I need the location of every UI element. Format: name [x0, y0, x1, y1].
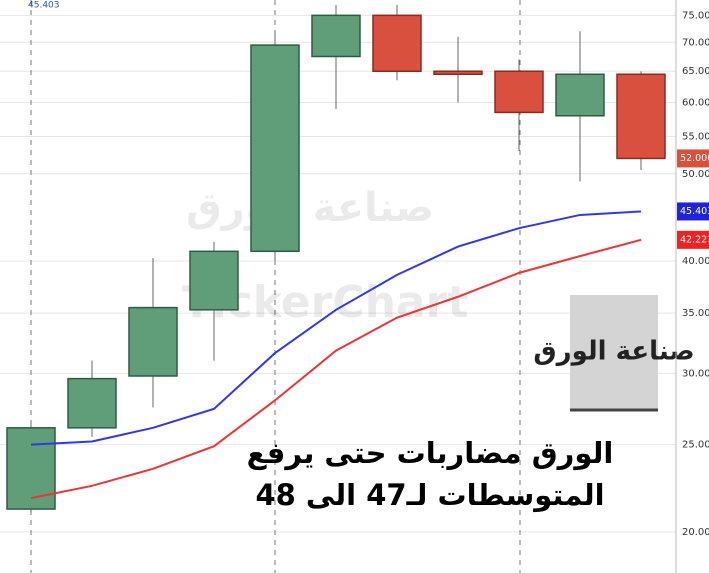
- candle-body: [67, 377, 117, 429]
- y-tick-label: 40.000: [682, 256, 709, 267]
- header-value: 45.403: [28, 1, 60, 11]
- candle-body: [6, 427, 56, 510]
- caption: الورق مضاربات حتى يرفع: [247, 436, 614, 470]
- y-tick-label: 30.000: [682, 368, 709, 379]
- y-tick-label: 60.000: [682, 98, 709, 109]
- price-badge: [677, 149, 709, 168]
- candle-body: [616, 73, 666, 160]
- price-badge-label: 42.223: [680, 234, 709, 245]
- y-tick-label: 65.000: [682, 66, 709, 77]
- watermark: صناعة الورق: [186, 185, 434, 231]
- price-badge-label: 45.403: [680, 206, 709, 217]
- price-badge: [677, 202, 709, 221]
- y-tick-label: 25.000: [682, 440, 709, 451]
- logo-box: [570, 295, 658, 411]
- plot: [6, 5, 666, 513]
- moving-average-line: [30, 210, 642, 446]
- candle-body: [128, 306, 178, 377]
- candle-body: [433, 70, 483, 76]
- y-tick-label: 55.000: [682, 132, 709, 143]
- y-tick-label: 50.000: [682, 169, 709, 180]
- logo-text: صناعة الورق: [533, 337, 694, 367]
- moving-average-line: [30, 238, 642, 500]
- candle-body: [250, 44, 300, 253]
- candle-body: [494, 70, 544, 114]
- y-tick-label: 35.000: [682, 308, 709, 319]
- caption: المتوسطات لـ47 الى 48: [255, 478, 604, 512]
- y-tick-label: 20.000: [682, 527, 709, 538]
- candle-body: [372, 14, 422, 72]
- grid: [0, 14, 676, 533]
- price-badge: [677, 230, 709, 249]
- price-badge-label: 52.000: [680, 153, 709, 164]
- candle-body: [555, 73, 605, 117]
- candle-body: [189, 250, 239, 311]
- y-tick-label: 75.000: [682, 10, 709, 21]
- y-tick-label: 70.000: [682, 37, 709, 48]
- candle-body: [311, 14, 361, 58]
